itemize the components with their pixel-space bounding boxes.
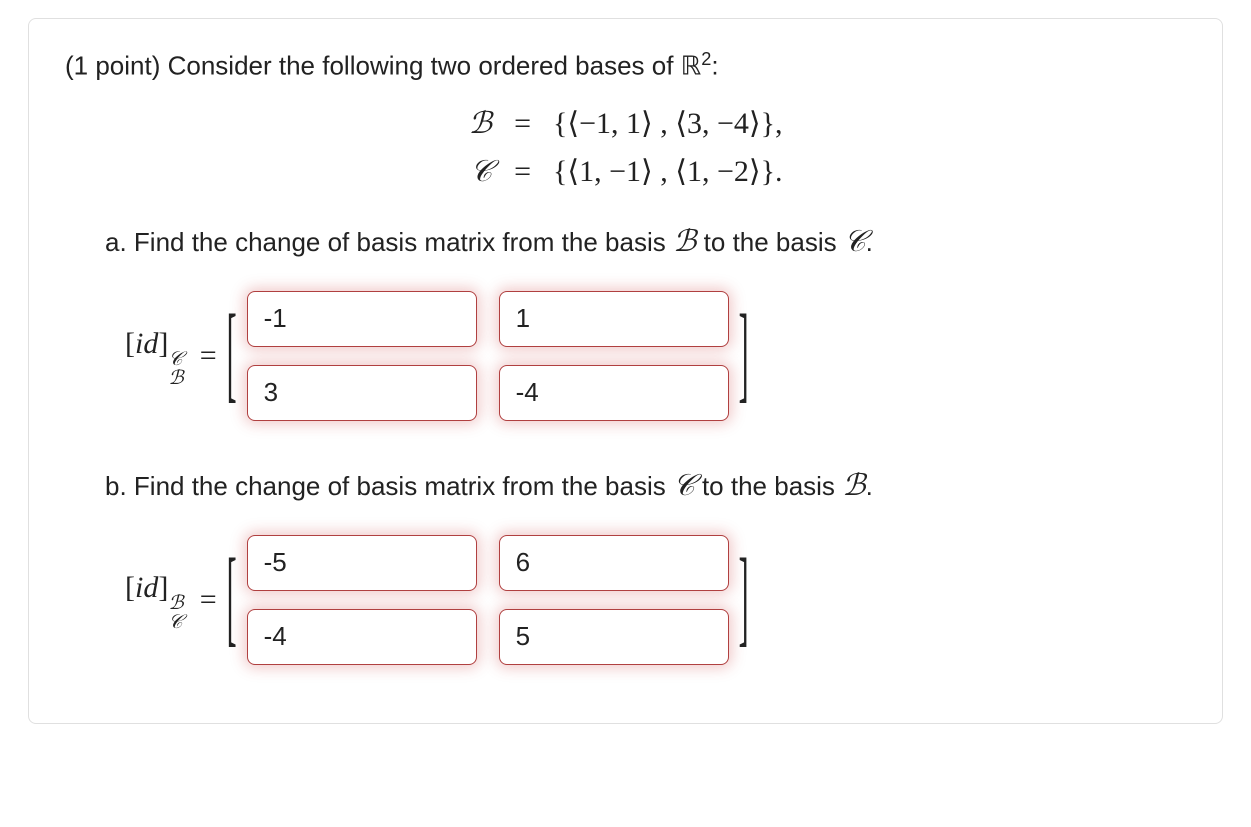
- basis-b-eq: =: [514, 103, 531, 145]
- part-b-suffix: .: [866, 471, 873, 501]
- space-symbol: ℝ: [681, 52, 702, 81]
- intro-text: (1 point) Consider the following two ord…: [65, 47, 1186, 85]
- part-b-label: [id]ℬ𝒞: [125, 567, 184, 633]
- part-a-text: a. Find the change of basis matrix from …: [105, 221, 1186, 263]
- part-a-to: 𝒞: [844, 225, 866, 258]
- part-b-from: 𝒞: [673, 469, 695, 502]
- basis-c-symbol: 𝒞: [469, 151, 493, 193]
- part-a-prefix: a. Find the change of basis matrix from …: [105, 227, 673, 257]
- part-b-text: b. Find the change of basis matrix from …: [105, 465, 1186, 507]
- basis-c-eq: =: [514, 151, 531, 193]
- part-b-mid: to the basis: [695, 471, 842, 501]
- problem-container: (1 point) Consider the following two ord…: [28, 18, 1223, 724]
- part-b-entry-22[interactable]: [499, 609, 729, 665]
- left-bracket-icon: [: [227, 546, 237, 654]
- basis-definitions: ℬ = {⟨−1, 1⟩ , ⟨3, −4⟩}, 𝒞 = {⟨1, −1⟩ , …: [65, 103, 1186, 193]
- part-a-matrix: [247, 283, 729, 429]
- intro-suffix: :: [711, 51, 718, 81]
- right-bracket-icon: ]: [739, 302, 749, 410]
- part-b-eq: =: [200, 579, 217, 621]
- part-a-from: ℬ: [673, 225, 697, 258]
- part-b-prefix: b. Find the change of basis matrix from …: [105, 471, 673, 501]
- intro-prefix: (1 point) Consider the following two ord…: [65, 51, 681, 81]
- basis-b-value: {⟨−1, 1⟩ , ⟨3, −4⟩},: [553, 103, 782, 145]
- right-bracket-icon: ]: [739, 546, 749, 654]
- part-a-eq: =: [200, 335, 217, 377]
- part-a-suffix: .: [866, 227, 873, 257]
- part-a-label: [id]𝒞ℬ: [125, 323, 184, 389]
- basis-c-value: {⟨1, −1⟩ , ⟨1, −2⟩}.: [553, 151, 782, 193]
- part-b-entry-12[interactable]: [499, 535, 729, 591]
- part-b-matrix: [247, 527, 729, 673]
- space-exponent: 2: [701, 49, 711, 69]
- part-a-entry-21[interactable]: [247, 365, 477, 421]
- part-b-entry-21[interactable]: [247, 609, 477, 665]
- part-a-matrix-row: [id]𝒞ℬ = [ ]: [125, 283, 1186, 429]
- part-a-entry-11[interactable]: [247, 291, 477, 347]
- part-b-matrix-row: [id]ℬ𝒞 = [ ]: [125, 527, 1186, 673]
- basis-b-symbol: ℬ: [469, 103, 493, 145]
- part-a-mid: to the basis: [696, 227, 843, 257]
- part-b-to: ℬ: [842, 469, 866, 502]
- left-bracket-icon: [: [227, 302, 237, 410]
- part-b-entry-11[interactable]: [247, 535, 477, 591]
- part-a-entry-22[interactable]: [499, 365, 729, 421]
- part-a-entry-12[interactable]: [499, 291, 729, 347]
